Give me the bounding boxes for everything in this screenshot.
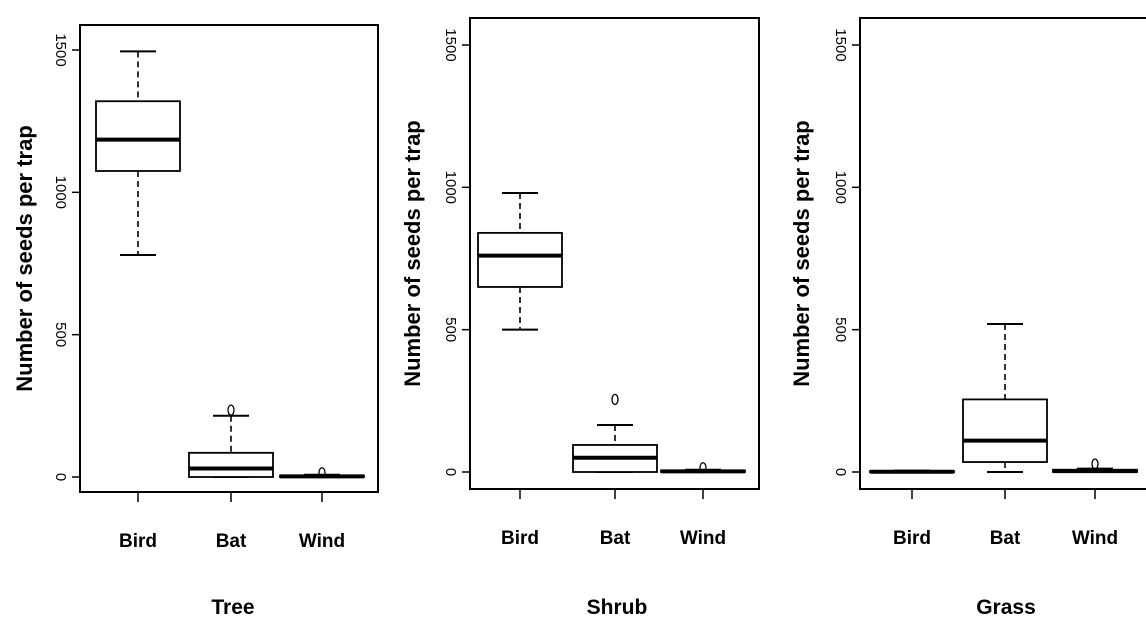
iqr-box — [188, 451, 274, 478]
y-tick-label: 1500 — [52, 33, 69, 66]
panel-grass: Number of seeds per trap 0 500 1000 1500 Bird… — [789, 17, 1146, 618]
y-tick-label: 0 — [52, 473, 69, 481]
x-tick-label: Bird — [119, 531, 157, 552]
outlier-point — [227, 404, 235, 416]
iqr-box — [962, 398, 1048, 463]
y-axis-label: Number of seeds per trap — [12, 125, 37, 392]
box-bat — [962, 322, 1048, 473]
box-bat — [188, 404, 274, 478]
iqr-box — [95, 100, 181, 172]
box-wind — [279, 467, 365, 479]
box-bird — [95, 50, 181, 256]
x-tick-label: Bat — [990, 528, 1021, 549]
y-tick-label: 500 — [832, 317, 849, 342]
y-tick-label: 1000 — [52, 176, 69, 209]
y-tick-label: 1000 — [832, 171, 849, 204]
box-bird — [869, 469, 955, 474]
y-tick-label: 0 — [832, 468, 849, 476]
outlier-point — [318, 467, 326, 479]
x-tick-label: Wind — [680, 528, 726, 549]
plot-frame — [859, 17, 1146, 490]
outlier-point — [611, 393, 619, 406]
plot-frame — [79, 24, 379, 493]
panel-title: Shrub — [587, 596, 648, 618]
y-tick-label: 500 — [52, 322, 69, 347]
box-bat — [572, 393, 658, 473]
x-tick-label: Bird — [893, 528, 931, 549]
panel-title: Grass — [976, 596, 1036, 618]
x-tick-label: Bat — [216, 531, 247, 552]
x-tick-label: Bird — [501, 528, 539, 549]
box-wind — [1052, 458, 1138, 474]
panel-title: Tree — [211, 596, 254, 618]
x-tick-label: Bat — [600, 528, 631, 549]
x-tick-label: Wind — [299, 531, 345, 552]
x-tick-label: Wind — [1072, 528, 1118, 549]
y-axis-label: Number of seeds per trap — [400, 120, 425, 387]
box-bird — [477, 192, 563, 331]
y-tick-label: 1500 — [832, 28, 849, 61]
outlier-point — [699, 462, 707, 474]
y-tick-label: 0 — [442, 468, 459, 476]
iqr-box — [477, 231, 563, 288]
y-tick-label: 500 — [442, 317, 459, 342]
y-tick-label: 1000 — [442, 171, 459, 204]
outlier-point — [1091, 458, 1099, 470]
panel-tree: Number of seeds per trap 0 500 1000 1500 Bird… — [12, 24, 379, 618]
y-tick-label: 1500 — [442, 28, 459, 61]
y-axis-label: Number of seeds per trap — [789, 120, 814, 387]
box-wind — [660, 462, 746, 474]
panel-shrub: Number of seeds per trap 0 500 1000 1500 Bird… — [400, 17, 760, 618]
